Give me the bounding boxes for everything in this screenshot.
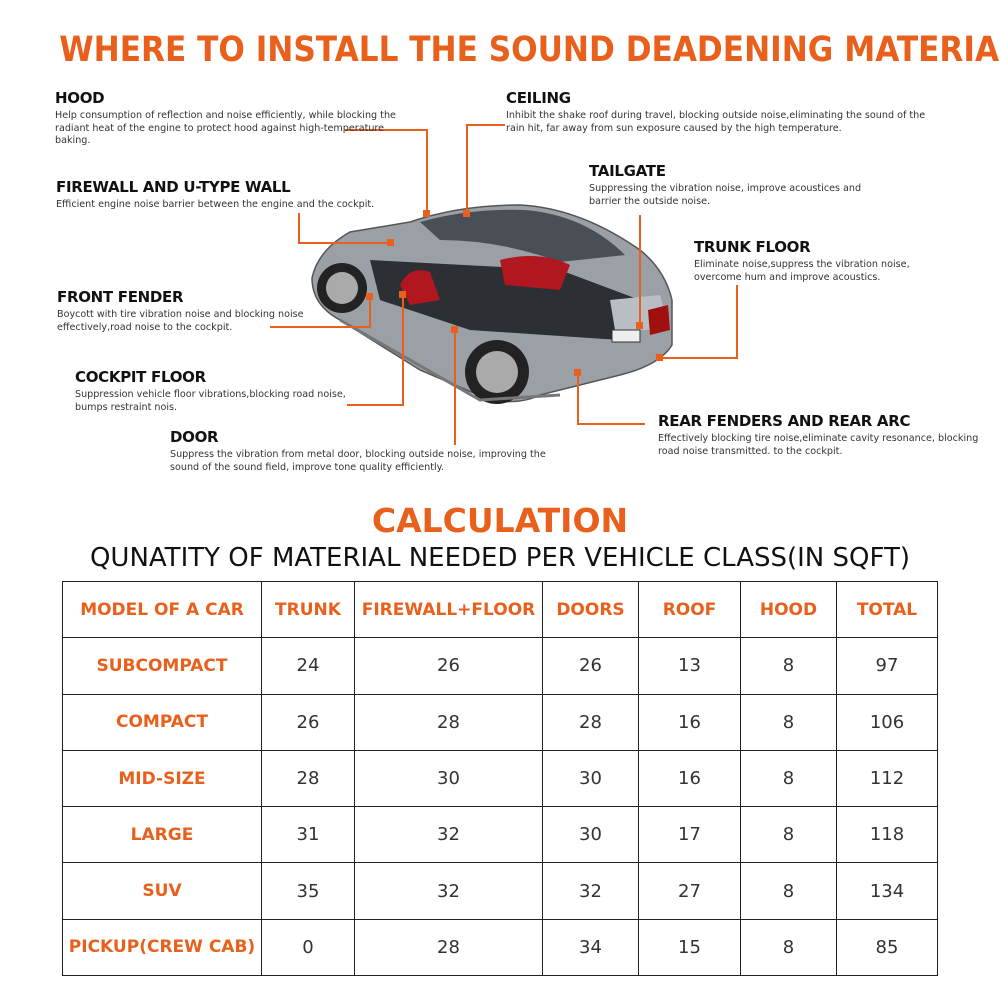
- calculation-subtitle-row: QUNATITY OF MATERIAL NEEDED PER VEHICLE …: [0, 542, 1000, 574]
- model-cell: PICKUP(CREW CAB): [62, 918, 262, 977]
- callout-title: REAR FENDERS AND REAR ARC: [658, 412, 911, 430]
- model-cell: SUV: [62, 862, 262, 920]
- column-header: FIREWALL+FLOOR: [354, 580, 543, 639]
- leader-markers: [366, 210, 663, 376]
- value-cell: 32: [354, 862, 543, 920]
- value-cell: 17: [638, 806, 741, 864]
- value-cell: 26: [542, 637, 639, 695]
- model-cell: COMPACT: [62, 693, 262, 751]
- value-cell: 8: [740, 806, 837, 864]
- table-header-row: MODEL OF A CAR TRUNK FIREWALL+FLOOR DOORS RO…: [62, 580, 938, 639]
- value-cell: 28: [354, 693, 543, 751]
- callout-title: HOOD: [55, 89, 105, 107]
- value-cell: 28: [542, 693, 639, 751]
- value-cell: 27: [638, 862, 741, 920]
- calculation-subtitle: QUNATITY OF MATERIAL NEEDED PER VEHICLE …: [89, 543, 911, 573]
- callout-rear-fenders: REAR FENDERS AND REAR ARC Effectively bl…: [658, 412, 993, 458]
- value-cell: 85: [836, 918, 938, 977]
- callout-text: Suppress the vibration from metal door, …: [170, 449, 546, 473]
- callout-ceiling: CEILING Inhibit the shake roof during tr…: [506, 89, 926, 135]
- column-header: ROOF: [638, 580, 741, 639]
- value-cell: 28: [354, 918, 543, 977]
- value-cell: 106: [836, 693, 938, 751]
- leader-lines: [270, 124, 738, 445]
- column-header: HOOD: [740, 580, 837, 639]
- table-row: SUBCOMPACT 24 26 26 13 8 97: [62, 637, 938, 695]
- callout-text: Inhibit the shake roof during travel, bl…: [506, 110, 926, 134]
- page-title: WHERE TO INSTALL THE SOUND DEADENING MAT…: [59, 30, 1000, 70]
- value-cell: 35: [261, 862, 355, 920]
- value-cell: 30: [542, 806, 639, 864]
- page-title-row: WHERE TO INSTALL THE SOUND DEADENING MAT…: [0, 30, 1000, 70]
- value-cell: 26: [261, 693, 355, 751]
- value-cell: 15: [638, 918, 741, 977]
- model-cell: MID-SIZE: [62, 749, 262, 808]
- value-cell: 32: [354, 806, 543, 864]
- callout-title: CEILING: [506, 89, 571, 107]
- value-cell: 8: [740, 637, 837, 695]
- callout-title: DOOR: [170, 428, 219, 446]
- column-header: TRUNK: [261, 580, 355, 639]
- callout-text: Boycott with tire vibration noise and bl…: [57, 309, 304, 333]
- value-cell: 16: [638, 693, 741, 751]
- callout-text: Efficient engine noise barrier between t…: [56, 199, 375, 210]
- value-cell: 28: [261, 749, 355, 808]
- callout-cockpit-floor: COCKPIT FLOOR Suppression vehicle floor …: [75, 368, 375, 414]
- callout-title: FRONT FENDER: [57, 288, 184, 306]
- value-cell: 8: [740, 693, 837, 751]
- callout-title: TAILGATE: [589, 162, 666, 180]
- table-row: COMPACT 26 28 28 16 8 106: [62, 693, 938, 751]
- value-cell: 97: [836, 637, 938, 695]
- value-cell: 112: [836, 749, 938, 808]
- value-cell: 13: [638, 637, 741, 695]
- value-cell: 8: [740, 862, 837, 920]
- callout-firewall: FIREWALL AND U-TYPE WALL Efficient engin…: [56, 178, 416, 212]
- callout-door: DOOR Suppress the vibration from metal d…: [170, 428, 550, 474]
- value-cell: 8: [740, 918, 837, 977]
- column-header: DOORS: [542, 580, 639, 639]
- callout-text: Suppressing the vibration noise, improve…: [589, 183, 862, 207]
- table-row: LARGE 31 32 30 17 8 118: [62, 806, 938, 864]
- value-cell: 30: [354, 749, 543, 808]
- model-cell: LARGE: [62, 806, 262, 864]
- value-cell: 8: [740, 749, 837, 808]
- callout-text: Eliminate noise,suppress the vibration n…: [694, 259, 910, 283]
- callout-text: Help consumption of reflection and noise…: [55, 110, 396, 146]
- value-cell: 34: [542, 918, 639, 977]
- value-cell: 32: [542, 862, 639, 920]
- callout-text: Suppression vehicle floor vibrations,blo…: [75, 389, 346, 413]
- value-cell: 134: [836, 862, 938, 920]
- material-table: MODEL OF A CAR TRUNK FIREWALL+FLOOR DOORS RO…: [62, 580, 938, 977]
- model-cell: SUBCOMPACT: [62, 637, 262, 695]
- value-cell: 118: [836, 806, 938, 864]
- value-cell: 24: [261, 637, 355, 695]
- calculation-heading: CALCULATION: [371, 501, 629, 540]
- value-cell: 16: [638, 749, 741, 808]
- table-row: PICKUP(CREW CAB) 0 28 34 15 8 85: [62, 918, 938, 977]
- car-illustration: [270, 124, 738, 445]
- calculation-heading-row: CALCULATION: [0, 502, 1000, 540]
- column-header: MODEL OF A CAR: [62, 580, 262, 639]
- callout-text: Effectively blocking tire noise,eliminat…: [658, 433, 979, 457]
- callout-front-fender: FRONT FENDER Boycott with tire vibration…: [57, 288, 337, 334]
- callout-trunk-floor: TRUNK FLOOR Eliminate noise,suppress the…: [694, 238, 944, 284]
- value-cell: 30: [542, 749, 639, 808]
- value-cell: 26: [354, 637, 543, 695]
- table-row: MID-SIZE 28 30 30 16 8 112: [62, 749, 938, 808]
- callout-tailgate: TAILGATE Suppressing the vibration noise…: [589, 162, 889, 208]
- value-cell: 0: [261, 918, 355, 977]
- callout-title: COCKPIT FLOOR: [75, 368, 206, 386]
- callout-title: FIREWALL AND U-TYPE WALL: [56, 178, 291, 196]
- callout-title: TRUNK FLOOR: [694, 238, 811, 256]
- value-cell: 31: [261, 806, 355, 864]
- column-header: TOTAL: [836, 580, 938, 639]
- table-row: SUV 35 32 32 27 8 134: [62, 862, 938, 920]
- callout-hood: HOOD Help consumption of reflection and …: [55, 89, 405, 148]
